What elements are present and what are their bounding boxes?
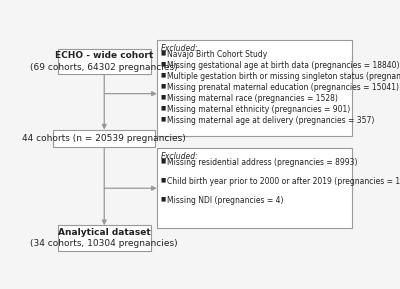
Text: Missing maternal ethnicity (pregnancies = 901): Missing maternal ethnicity (pregnancies … xyxy=(168,105,351,114)
Text: ■: ■ xyxy=(160,62,166,66)
Text: ■: ■ xyxy=(160,197,166,201)
Text: Excluded:: Excluded: xyxy=(161,44,198,53)
Text: Missing maternal age at delivery (pregnancies = 357): Missing maternal age at delivery (pregna… xyxy=(168,116,375,125)
Text: Multiple gestation birth or missing singleton status (pregnancies = 7276): Multiple gestation birth or missing sing… xyxy=(168,72,400,81)
Text: Excluded:: Excluded: xyxy=(161,152,198,161)
Text: Missing gestational age at birth data (pregnancies = 18840): Missing gestational age at birth data (p… xyxy=(168,62,400,71)
Text: ■: ■ xyxy=(160,51,166,55)
Text: (69 cohorts, 64302 pregnancies): (69 cohorts, 64302 pregnancies) xyxy=(30,62,178,71)
FancyBboxPatch shape xyxy=(157,40,352,136)
FancyBboxPatch shape xyxy=(58,49,151,74)
Text: ■: ■ xyxy=(160,116,166,121)
Text: Navajo Birth Cohort Study: Navajo Birth Cohort Study xyxy=(168,51,268,60)
FancyBboxPatch shape xyxy=(58,225,151,251)
Text: Missing NDI (pregnancies = 4): Missing NDI (pregnancies = 4) xyxy=(168,197,284,205)
Text: Child birth year prior to 2000 or after 2019 (pregnancies = 1158): Child birth year prior to 2000 or after … xyxy=(168,177,400,186)
Text: ■: ■ xyxy=(160,105,166,110)
Text: Missing maternal race (pregnancies = 1528): Missing maternal race (pregnancies = 152… xyxy=(168,94,338,103)
Text: ■: ■ xyxy=(160,158,166,163)
Text: 44 cohorts (n = 20539 pregnancies): 44 cohorts (n = 20539 pregnancies) xyxy=(22,134,186,143)
FancyBboxPatch shape xyxy=(157,148,352,228)
Text: (34 cohorts, 10304 pregnancies): (34 cohorts, 10304 pregnancies) xyxy=(30,239,178,249)
Text: ■: ■ xyxy=(160,177,166,182)
FancyBboxPatch shape xyxy=(53,130,155,147)
Text: ECHO - wide cohort: ECHO - wide cohort xyxy=(55,51,153,60)
Text: Analytical dataset: Analytical dataset xyxy=(58,228,151,237)
Text: ■: ■ xyxy=(160,83,166,88)
Text: ■: ■ xyxy=(160,94,166,99)
Text: Missing residential address (pregnancies = 8993): Missing residential address (pregnancies… xyxy=(168,158,358,167)
Text: Missing prenatal maternal education (pregnancies = 15041): Missing prenatal maternal education (pre… xyxy=(168,83,400,92)
Text: ■: ■ xyxy=(160,72,166,77)
